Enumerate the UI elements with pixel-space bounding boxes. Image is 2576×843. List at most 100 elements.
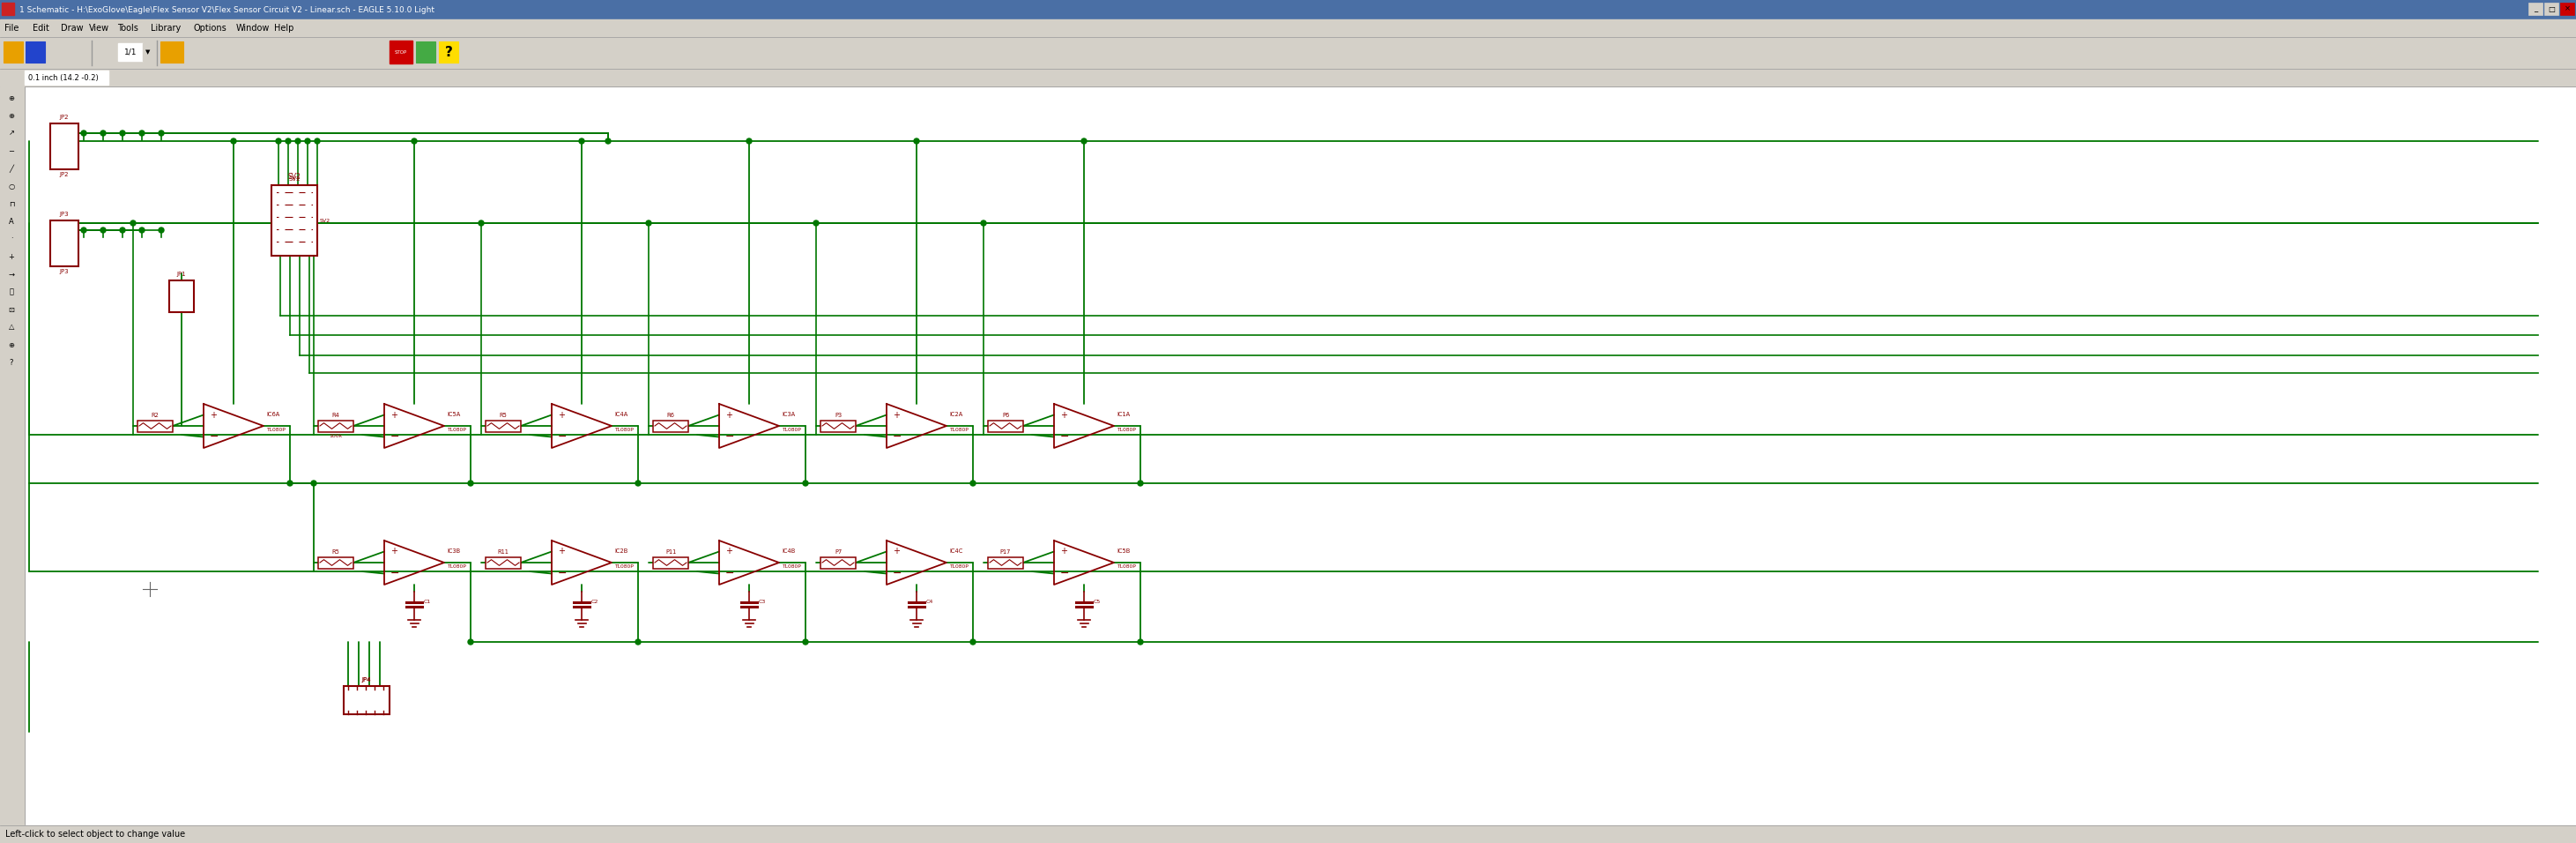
Bar [3, 284, 21, 300]
Bar [3, 337, 21, 352]
Text: −: − [1061, 568, 1069, 579]
Text: Library: Library [149, 24, 180, 33]
Circle shape [121, 228, 126, 233]
Circle shape [64, 226, 75, 238]
Bar [46, 41, 67, 62]
Circle shape [1082, 138, 1087, 144]
Text: JP2: JP2 [59, 115, 70, 120]
Circle shape [314, 138, 319, 144]
Circle shape [412, 138, 417, 144]
Bar [185, 41, 206, 62]
Bar [52, 221, 77, 266]
Text: ○: ○ [8, 182, 15, 190]
Text: −: − [559, 568, 567, 579]
Text: _: _ [2535, 5, 2537, 13]
Text: −: − [1061, 432, 1069, 443]
Text: R11: R11 [497, 549, 510, 554]
Circle shape [52, 138, 57, 144]
Circle shape [54, 245, 64, 257]
Bar [3, 178, 21, 194]
Text: ↗: ↗ [8, 129, 15, 137]
Text: File: File [5, 24, 18, 33]
Circle shape [160, 131, 165, 136]
Circle shape [971, 639, 976, 645]
Circle shape [307, 202, 312, 207]
Bar [299, 41, 317, 62]
Circle shape [160, 228, 165, 233]
Bar [26, 71, 108, 84]
Bar [2561, 3, 2573, 15]
Circle shape [647, 221, 652, 226]
Bar [142, 43, 155, 61]
Bar [209, 41, 227, 62]
Circle shape [307, 239, 312, 244]
Circle shape [278, 227, 286, 232]
Text: ×: × [2563, 5, 2571, 13]
Text: ▼: ▼ [147, 50, 149, 55]
Bar [3, 249, 21, 265]
Text: IC3B: IC3B [446, 549, 461, 554]
Circle shape [294, 190, 299, 195]
Text: TL080P: TL080P [948, 564, 969, 569]
Text: −: − [392, 568, 399, 579]
Circle shape [312, 221, 317, 226]
Text: P3: P3 [835, 412, 842, 417]
Text: TL080P: TL080P [1115, 564, 1136, 569]
Text: −: − [392, 432, 399, 443]
Bar [26, 87, 2576, 825]
Circle shape [294, 239, 299, 244]
Bar [0, 87, 26, 825]
Text: IC5B: IC5B [1115, 549, 1131, 554]
Text: R4: R4 [332, 412, 340, 417]
Bar [118, 43, 142, 61]
Text: C1: C1 [425, 600, 430, 604]
Text: A: A [8, 217, 13, 225]
Bar [389, 40, 412, 63]
Bar [3, 196, 21, 212]
Text: P17: P17 [999, 549, 1010, 554]
Text: P11: P11 [665, 549, 675, 554]
Text: P6: P6 [1002, 412, 1010, 417]
Text: JP3: JP3 [59, 212, 70, 217]
Circle shape [286, 138, 291, 144]
Text: C3: C3 [760, 600, 765, 604]
Bar [3, 302, 21, 318]
Text: IC2B: IC2B [613, 549, 629, 554]
Bar [654, 557, 688, 568]
Text: R2: R2 [152, 412, 160, 417]
Bar [270, 185, 317, 255]
Bar [70, 41, 90, 62]
Text: Left-click to select object to change value: Left-click to select object to change va… [5, 830, 185, 839]
Circle shape [183, 299, 191, 308]
Bar [3, 90, 21, 106]
Circle shape [54, 226, 64, 238]
Text: SV2: SV2 [289, 176, 301, 181]
Text: 100k: 100k [330, 433, 343, 438]
Text: −: − [726, 568, 734, 579]
Circle shape [80, 131, 88, 136]
Text: View: View [90, 24, 108, 33]
Bar [3, 126, 21, 141]
Bar [368, 41, 386, 62]
Text: ⊡: ⊡ [8, 305, 15, 314]
Circle shape [971, 481, 976, 486]
Circle shape [307, 190, 312, 195]
Text: Window: Window [237, 24, 270, 33]
Circle shape [469, 481, 474, 486]
Circle shape [139, 131, 144, 136]
Text: JP3: JP3 [59, 269, 70, 274]
Text: STOP: STOP [394, 50, 407, 54]
Text: +: + [1061, 547, 1066, 556]
Text: Edit: Edit [33, 24, 49, 33]
Bar [0, 19, 2576, 37]
Bar [0, 825, 2576, 843]
Circle shape [278, 214, 286, 219]
Text: +: + [209, 411, 216, 419]
Circle shape [296, 138, 301, 144]
Bar [319, 41, 340, 62]
Bar [170, 281, 193, 312]
Circle shape [479, 221, 484, 226]
Bar [52, 123, 77, 169]
Text: JP4: JP4 [363, 677, 371, 683]
Text: JP1: JP1 [178, 271, 185, 277]
